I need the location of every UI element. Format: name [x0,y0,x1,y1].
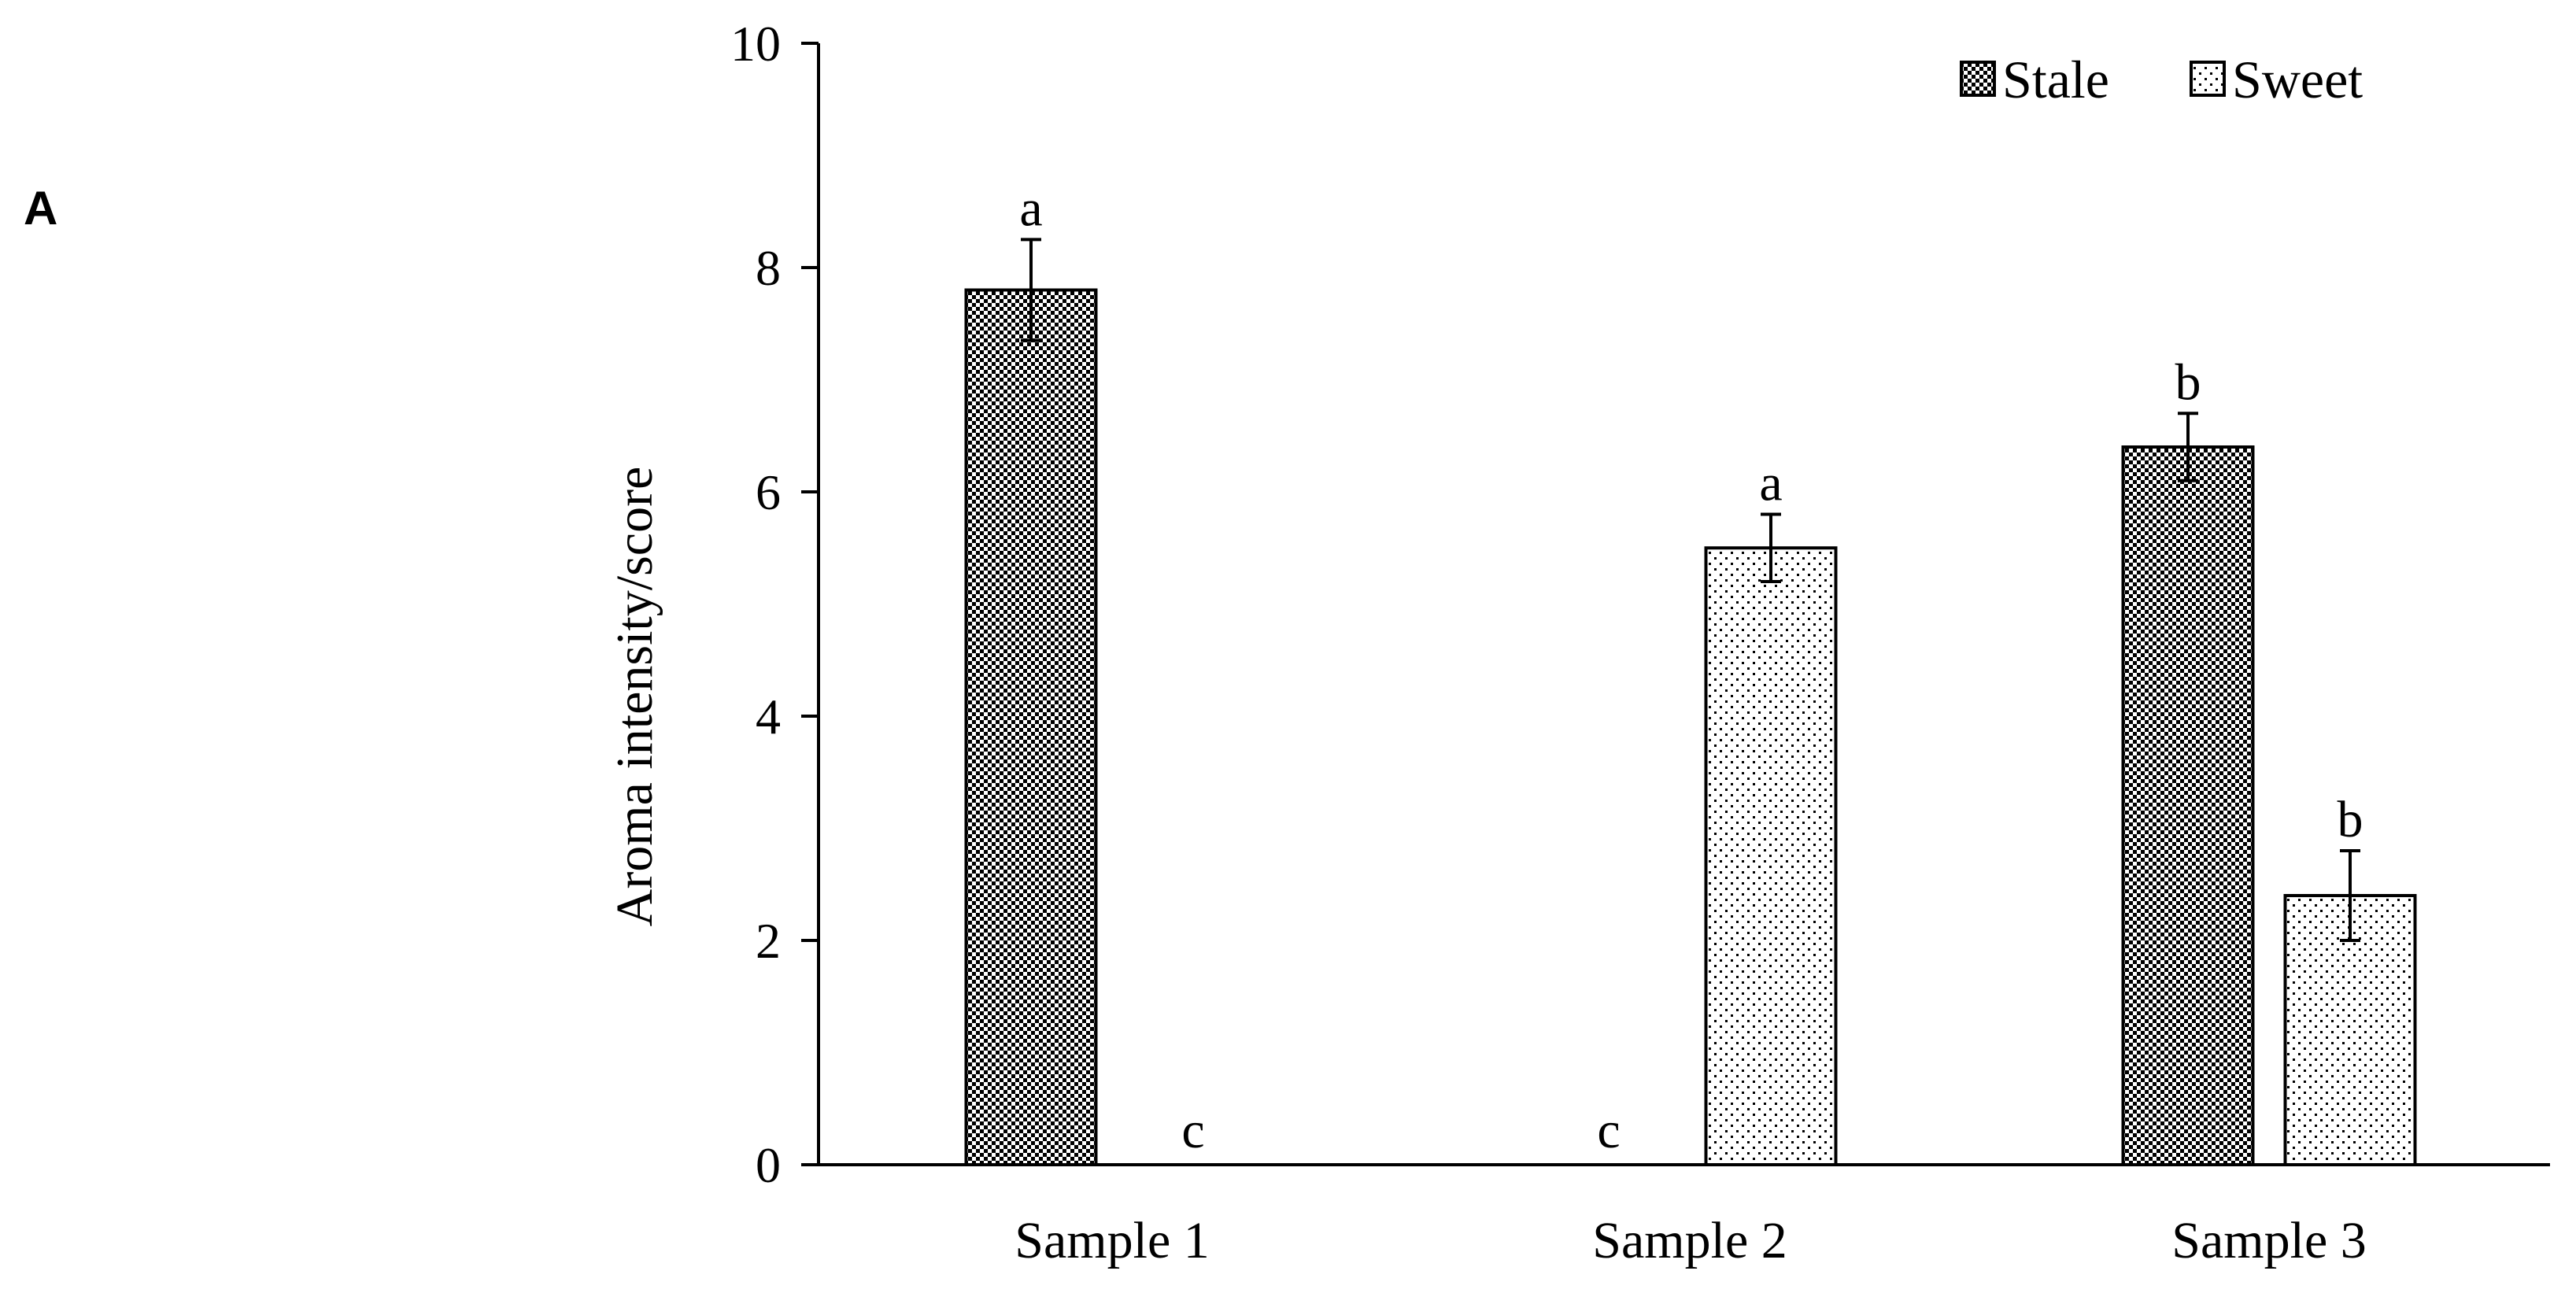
x-category-label: Sample 3 [2171,1212,2366,1269]
significance-letter: a [1759,455,1782,512]
error-bar-stale-1 [1021,238,1041,342]
y-tick-label: 4 [756,689,781,744]
significance-labels: a c b c a b [1019,179,2363,1159]
error-bar-sweet-2 [1761,512,1781,583]
panel-letter: A [24,182,57,235]
y-axis-label: Aroma intensity/score [606,467,663,927]
y-tick-label: 0 [756,1137,781,1193]
significance-letter: b [2338,791,2363,848]
legend-label-stale: Stale [2002,50,2109,109]
significance-letter: c [1181,1102,1204,1159]
error-bars [1021,238,2360,942]
legend-swatch-stale [1960,61,1996,97]
significance-letter: b [2175,353,2201,411]
bars [964,288,2417,1166]
error-bar-sweet-3 [2340,849,2360,942]
y-tick-label: 8 [756,240,781,296]
axes: 0 2 4 6 8 10 Sample 1 Sample 2 Sample 3 [730,16,2550,1269]
legend-label-sweet: Sweet [2232,50,2363,109]
error-bar-stale-3 [2178,412,2198,482]
significance-letter: a [1019,179,1042,237]
bar-sweet-2 [1704,546,1838,1166]
x-category-label: Sample 1 [1015,1212,1209,1269]
bar-stale-3 [2121,445,2255,1166]
y-tick-label: 2 [756,913,781,969]
y-tick-label: 6 [756,464,781,520]
bar-stale-1 [964,288,1098,1166]
legend-swatch-sweet [2190,61,2226,97]
legend: Stale Sweet [1960,50,2363,109]
x-category-label: Sample 2 [1592,1212,1787,1269]
significance-letter: c [1597,1102,1620,1159]
y-tick-label: 10 [730,16,781,72]
